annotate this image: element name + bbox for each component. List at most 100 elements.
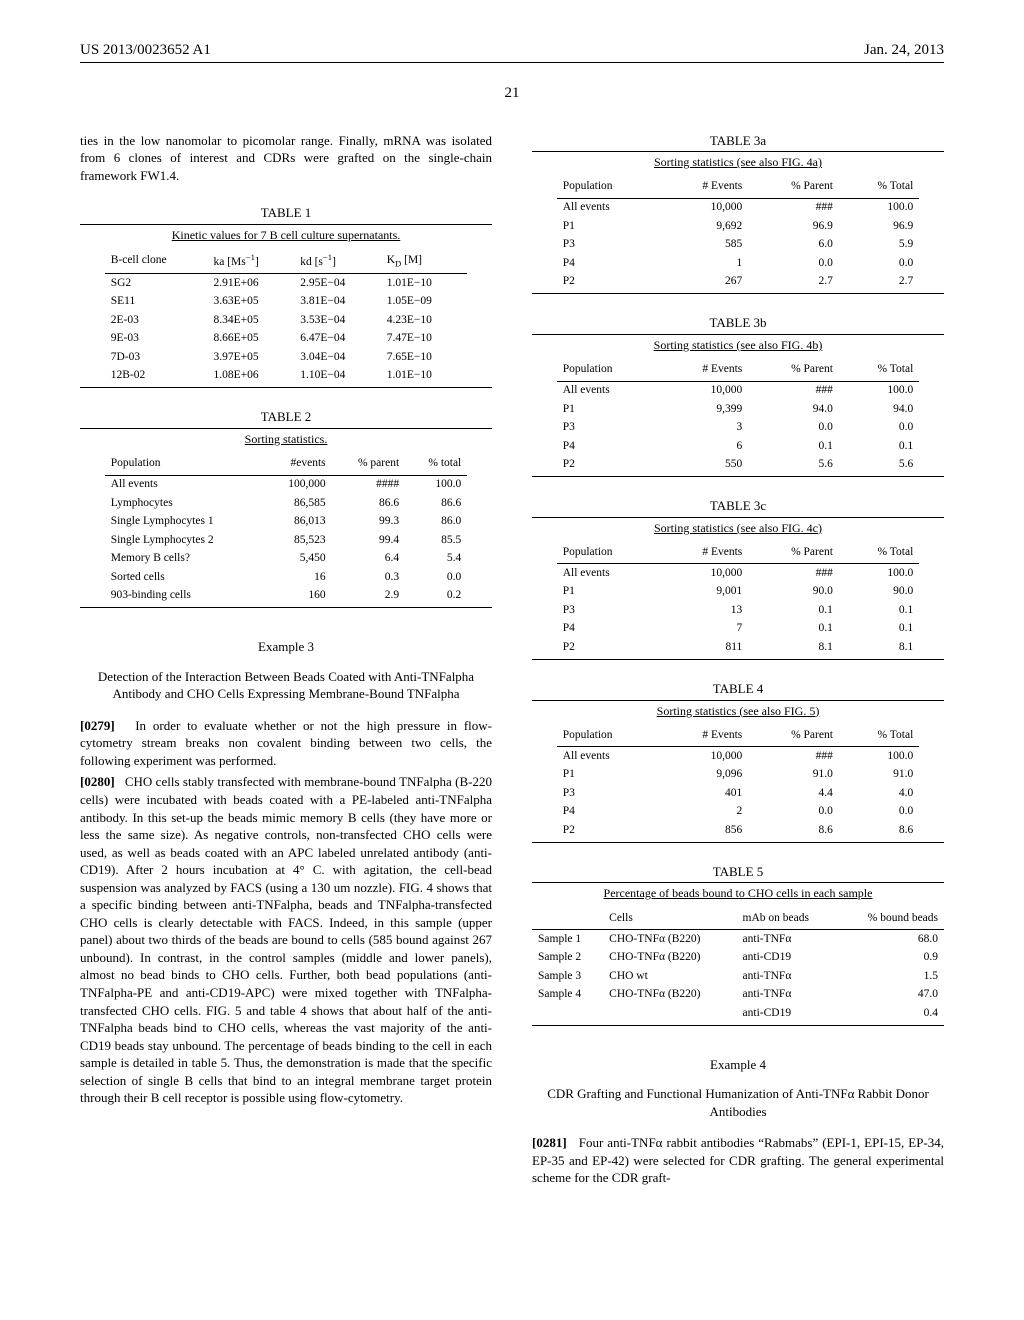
para-num: [0281] [532, 1135, 567, 1150]
th: B-cell clone [105, 249, 208, 274]
table-row: P330.00.0 [557, 419, 920, 438]
table-cell: CHO-TNFα (B220) [603, 949, 736, 968]
table-cell: 2.9 [332, 587, 406, 606]
table3b-body: All events10,000###100.0P19,39994.094.0P… [557, 381, 920, 474]
para-text: CHO cells stably transfected with membra… [80, 774, 492, 1105]
table-cell: 10,000 [661, 381, 748, 400]
table3a-subcaption: Sorting statistics (see also FIG. 4a) [532, 154, 944, 170]
table-cell: All events [105, 475, 264, 494]
table-cell: 85,523 [263, 531, 331, 550]
table-row: anti-CD190.4 [532, 1004, 944, 1023]
table-cell: 90.0 [839, 583, 919, 602]
table-cell: 68.0 [838, 930, 944, 949]
table-row: Single Lymphocytes 285,52399.485.5 [105, 531, 468, 550]
table-cell: 94.0 [748, 400, 839, 419]
table-cell: 6.0 [748, 236, 839, 255]
table-cell: 1.08E+06 [208, 367, 295, 386]
table-cell: Sample 1 [532, 930, 603, 949]
table-cell: P2 [557, 456, 661, 475]
table-row: P460.10.1 [557, 437, 920, 456]
table-row: Lymphocytes86,58586.686.6 [105, 494, 468, 513]
example3-title: Detection of the Interaction Between Bea… [80, 668, 492, 703]
table-row: P410.00.0 [557, 254, 920, 273]
table1-body: SG22.91E+062.95E−041.01E−10SE113.63E+053… [105, 274, 468, 386]
table-cell: P3 [557, 784, 661, 803]
para-text: In order to evaluate whether or not the … [80, 718, 492, 768]
table-cell: P3 [557, 419, 661, 438]
th: % Parent [748, 542, 839, 564]
table-row: P19,69296.996.9 [557, 217, 920, 236]
table-cell: Sample 3 [532, 967, 603, 986]
table-cell: Sorted cells [105, 568, 264, 587]
table-cell: 91.0 [748, 766, 839, 785]
page-number: 21 [80, 83, 944, 103]
table-row: P19,09691.091.0 [557, 766, 920, 785]
table-cell: anti-TNFα [737, 930, 838, 949]
table-cell: P2 [557, 273, 661, 292]
table-cell: Sample 2 [532, 949, 603, 968]
publication-number: US 2013/0023652 A1 [80, 40, 211, 60]
table-cell: 160 [263, 587, 331, 606]
table-cell: 9,001 [661, 583, 748, 602]
table-cell: Single Lymphocytes 2 [105, 531, 264, 550]
table-cell: 0.0 [839, 803, 919, 822]
table-cell: 0.2 [405, 587, 467, 606]
table-cell: 47.0 [838, 986, 944, 1005]
table3a: Sorting statistics (see also FIG. 4a) Po… [532, 151, 944, 294]
table-cell: 10,000 [661, 747, 748, 766]
table-cell: 0.1 [748, 620, 839, 639]
table-cell: 3.97E+05 [208, 348, 295, 367]
table-cell: P3 [557, 236, 661, 255]
table-cell: P2 [557, 638, 661, 657]
table4-body: All events10,000###100.0P19,09691.091.0P… [557, 747, 920, 840]
table-cell: 12B-02 [105, 367, 208, 386]
table-cell: 0.0 [839, 254, 919, 273]
table-row: P19,00190.090.0 [557, 583, 920, 602]
table-row: P22672.72.7 [557, 273, 920, 292]
table-row: 7D-033.97E+053.04E−047.65E−10 [105, 348, 468, 367]
table-cell: 3.63E+05 [208, 293, 295, 312]
table-row: 903-binding cells1602.90.2 [105, 587, 468, 606]
table-cell: 100.0 [839, 198, 919, 217]
table-cell [603, 1004, 736, 1023]
table-row: P25505.65.6 [557, 456, 920, 475]
table-cell: 5.6 [748, 456, 839, 475]
table-cell: 811 [661, 638, 748, 657]
table5-caption: TABLE 5 [532, 863, 944, 881]
publication-date: Jan. 24, 2013 [864, 40, 944, 60]
table-cell: 96.9 [839, 217, 919, 236]
table2-body: All events100,000####100.0Lymphocytes86,… [105, 475, 468, 605]
table-cell: 91.0 [839, 766, 919, 785]
table1-caption: TABLE 1 [80, 204, 492, 222]
table-cell: 6.47E−04 [294, 330, 381, 349]
table-cell: 100.0 [405, 475, 467, 494]
table5-subcaption: Percentage of beads bound to CHO cells i… [532, 885, 944, 901]
table-cell: 6 [661, 437, 748, 456]
table-cell: P4 [557, 803, 661, 822]
table3c-caption: TABLE 3c [532, 497, 944, 515]
th: % bound beads [838, 908, 944, 930]
table-cell: 2.95E−04 [294, 274, 381, 293]
table-cell: 3.04E−04 [294, 348, 381, 367]
table-cell: ### [748, 747, 839, 766]
table-cell: SG2 [105, 274, 208, 293]
table-cell: P1 [557, 217, 661, 236]
table-cell: 7.47E−10 [381, 330, 468, 349]
th: #events [263, 453, 331, 475]
table4: Sorting statistics (see also FIG. 5) Pop… [532, 700, 944, 843]
table-cell: P1 [557, 400, 661, 419]
table-cell: 5.9 [839, 236, 919, 255]
th: # Events [661, 359, 748, 381]
table-cell: 550 [661, 456, 748, 475]
th: mAb on beads [737, 908, 838, 930]
table-cell: 86,585 [263, 494, 331, 513]
table3b-subcaption: Sorting statistics (see also FIG. 4b) [532, 337, 944, 353]
th: # Events [661, 725, 748, 747]
table-cell [532, 1004, 603, 1023]
body-columns: ties in the low nanomolar to picomolar r… [80, 132, 944, 1191]
table1-subcaption: Kinetic values for 7 B cell culture supe… [80, 227, 492, 243]
table-row: P35856.05.9 [557, 236, 920, 255]
th: Population [557, 359, 661, 381]
table-cell: 6.4 [332, 550, 406, 569]
table-cell: 8.6 [839, 821, 919, 840]
